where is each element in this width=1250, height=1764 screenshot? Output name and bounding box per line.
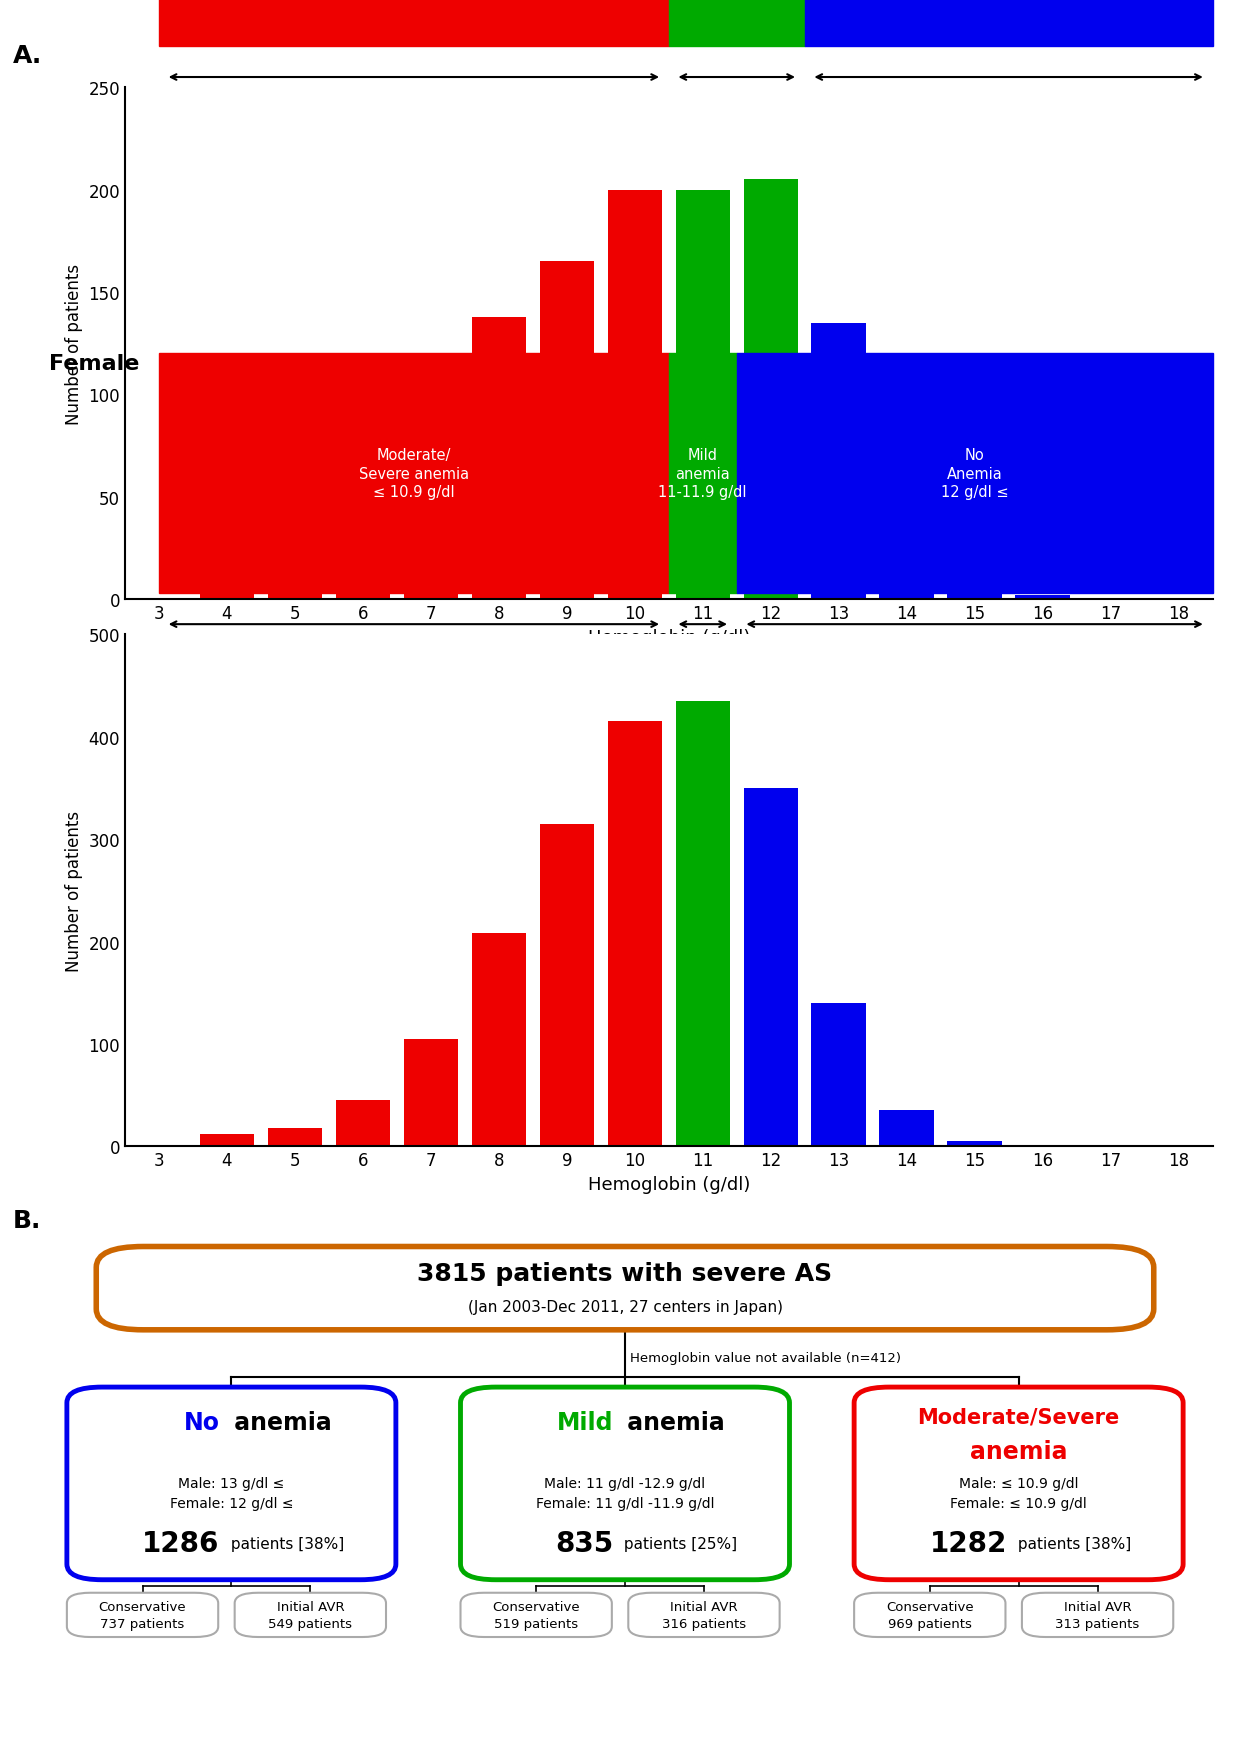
Bar xyxy=(948,1141,1001,1147)
Text: Moderate/
Severe anemia
≤ 10.9 g/dl: Moderate/ Severe anemia ≤ 10.9 g/dl xyxy=(359,448,469,499)
Text: Male: ≤ 10.9 g/dl
Female: ≤ 10.9 g/dl: Male: ≤ 10.9 g/dl Female: ≤ 10.9 g/dl xyxy=(950,1476,1088,1510)
Bar xyxy=(336,1101,390,1147)
Text: A.: A. xyxy=(12,44,41,69)
Bar xyxy=(744,180,798,600)
Bar xyxy=(608,191,662,600)
Text: Mild: Mild xyxy=(556,1411,614,1434)
Bar xyxy=(669,0,805,48)
Text: Conservative
737 patients: Conservative 737 patients xyxy=(99,1600,186,1630)
Bar xyxy=(540,824,594,1147)
Bar xyxy=(540,263,594,600)
FancyBboxPatch shape xyxy=(854,1593,1005,1637)
FancyBboxPatch shape xyxy=(235,1593,386,1637)
FancyBboxPatch shape xyxy=(1022,1593,1174,1637)
Text: anemia: anemia xyxy=(619,1411,725,1434)
Bar xyxy=(608,721,662,1147)
Text: Male: 13 g/dl ≤
Female: 12 g/dl ≤: Male: 13 g/dl ≤ Female: 12 g/dl ≤ xyxy=(170,1476,292,1510)
FancyBboxPatch shape xyxy=(68,1387,396,1581)
Text: 835: 835 xyxy=(555,1529,614,1558)
Text: B.: B. xyxy=(12,1208,41,1233)
Bar xyxy=(268,1129,322,1147)
Text: Conservative
519 patients: Conservative 519 patients xyxy=(492,1600,580,1630)
Y-axis label: Number of patients: Number of patients xyxy=(65,263,82,425)
Text: Initial AVR
549 patients: Initial AVR 549 patients xyxy=(269,1600,352,1630)
Text: anemia: anemia xyxy=(970,1439,1068,1464)
Text: Mild
anemia
11-11.9 g/dl: Mild anemia 11-11.9 g/dl xyxy=(659,448,748,499)
Text: Male: 11 g/dl -12.9 g/dl
Female: 11 g/dl -11.9 g/dl: Male: 11 g/dl -12.9 g/dl Female: 11 g/dl… xyxy=(536,1476,714,1510)
Text: 3815 patients with severe AS: 3815 patients with severe AS xyxy=(418,1261,832,1286)
Bar xyxy=(404,1039,458,1147)
X-axis label: Hemoglobin (g/dl): Hemoglobin (g/dl) xyxy=(588,1175,750,1192)
Text: No
Anemia
12 g/dl ≤: No Anemia 12 g/dl ≤ xyxy=(941,448,1009,499)
Text: Initial AVR
316 patients: Initial AVR 316 patients xyxy=(662,1600,746,1630)
Bar xyxy=(880,471,934,600)
FancyBboxPatch shape xyxy=(629,1593,780,1637)
Bar xyxy=(811,323,866,600)
Text: patients [38%]: patients [38%] xyxy=(225,1536,344,1551)
Y-axis label: Number of patients: Number of patients xyxy=(65,810,82,972)
Text: 1286: 1286 xyxy=(142,1529,220,1558)
Bar xyxy=(471,318,526,600)
Bar xyxy=(675,702,730,1147)
Bar xyxy=(404,399,458,600)
Text: (Jan 2003-Dec 2011, 27 centers in Japan): (Jan 2003-Dec 2011, 27 centers in Japan) xyxy=(468,1300,782,1314)
Text: Moderate/Severe: Moderate/Severe xyxy=(918,1406,1120,1427)
Text: Initial AVR
313 patients: Initial AVR 313 patients xyxy=(1055,1600,1140,1630)
Bar xyxy=(159,0,669,48)
Bar xyxy=(880,1111,934,1147)
Bar xyxy=(268,563,322,600)
Bar xyxy=(200,594,254,600)
Bar xyxy=(736,353,1212,594)
Bar xyxy=(948,579,1001,600)
Text: Conservative
969 patients: Conservative 969 patients xyxy=(886,1600,974,1630)
Bar xyxy=(1015,596,1070,600)
Bar xyxy=(200,1134,254,1147)
Text: Hemoglobin value not available (n=412): Hemoglobin value not available (n=412) xyxy=(630,1351,901,1364)
Bar xyxy=(805,0,1212,48)
Text: anemia: anemia xyxy=(225,1411,331,1434)
Bar xyxy=(471,933,526,1147)
Text: patients [38%]: patients [38%] xyxy=(1013,1536,1131,1551)
Bar xyxy=(669,353,736,594)
Bar xyxy=(159,353,669,594)
FancyBboxPatch shape xyxy=(854,1387,1182,1581)
FancyBboxPatch shape xyxy=(460,1387,790,1581)
FancyBboxPatch shape xyxy=(460,1593,611,1637)
Text: Female: Female xyxy=(49,353,139,374)
Bar xyxy=(744,789,798,1147)
FancyBboxPatch shape xyxy=(68,1593,219,1637)
Text: 1282: 1282 xyxy=(930,1529,1008,1558)
Text: patients [25%]: patients [25%] xyxy=(619,1536,738,1551)
Bar xyxy=(675,191,730,600)
Text: No: No xyxy=(184,1411,220,1434)
X-axis label: Hemoglobin (g/dl): Hemoglobin (g/dl) xyxy=(588,628,750,646)
Bar xyxy=(811,1004,866,1147)
FancyBboxPatch shape xyxy=(96,1247,1154,1330)
Bar xyxy=(336,522,390,600)
